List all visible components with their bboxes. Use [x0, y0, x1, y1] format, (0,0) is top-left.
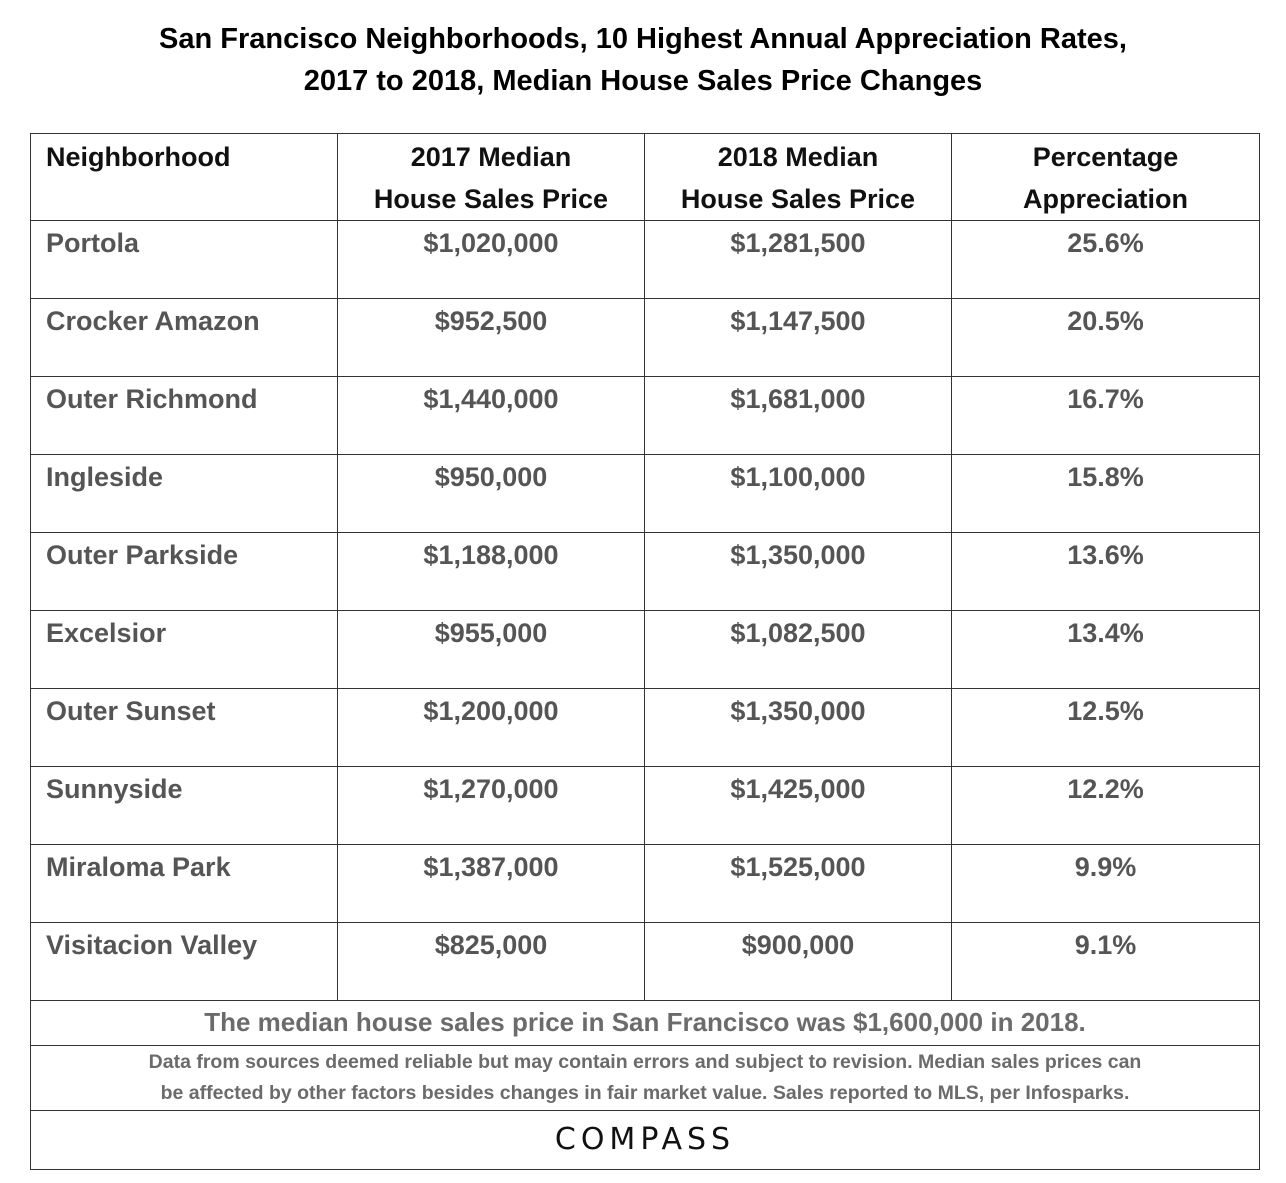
summary-text: The median house sales price in San Fran… — [30, 1000, 1260, 1046]
header-price-2017-line-2: House Sales Price — [373, 184, 609, 214]
compass-logo: COMPASS — [554, 1122, 736, 1157]
cell-price-2017: $1,188,000 — [337, 532, 645, 611]
cell-neighborhood: Excelsior — [30, 610, 338, 689]
cell-appreciation: 20.5% — [951, 298, 1260, 377]
table-row: Excelsior $955,000 $1,082,500 13.4% — [30, 610, 1260, 689]
cell-neighborhood: Miraloma Park — [30, 844, 338, 923]
cell-appreciation: 13.4% — [951, 610, 1260, 689]
header-price-2017: 2017 Median House Sales Price — [337, 133, 645, 221]
cell-price-2017: $950,000 — [337, 454, 645, 533]
cell-appreciation: 9.1% — [951, 922, 1260, 1001]
cell-appreciation: 25.6% — [951, 220, 1260, 299]
cell-neighborhood: Crocker Amazon — [30, 298, 338, 377]
table-row: Crocker Amazon $952,500 $1,147,500 20.5% — [30, 298, 1260, 377]
table-row: Outer Sunset $1,200,000 $1,350,000 12.5% — [30, 688, 1260, 767]
appreciation-table: Neighborhood 2017 Median House Sales Pri… — [30, 133, 1260, 1170]
table-row: Ingleside $950,000 $1,100,000 15.8% — [30, 454, 1260, 533]
cell-price-2017: $1,200,000 — [337, 688, 645, 767]
cell-appreciation: 13.6% — [951, 532, 1260, 611]
cell-price-2018: $1,281,500 — [644, 220, 952, 299]
header-price-2018-line-2: House Sales Price — [680, 184, 916, 214]
cell-neighborhood: Visitacion Valley — [30, 922, 338, 1001]
cell-price-2017: $952,500 — [337, 298, 645, 377]
page-title: San Francisco Neighborhoods, 10 Highest … — [0, 18, 1286, 102]
cell-neighborhood: Ingleside — [30, 454, 338, 533]
header-appreciation: Percentage Appreciation — [951, 133, 1260, 221]
cell-price-2018: $1,525,000 — [644, 844, 952, 923]
cell-price-2018: $1,681,000 — [644, 376, 952, 455]
table-row: Outer Richmond $1,440,000 $1,681,000 16.… — [30, 376, 1260, 455]
cell-neighborhood: Sunnyside — [30, 766, 338, 845]
cell-price-2018: $1,350,000 — [644, 688, 952, 767]
disclaimer-line-1: Data from sources deemed reliable but ma… — [148, 1051, 1142, 1073]
cell-appreciation: 12.2% — [951, 766, 1260, 845]
table-header-row: Neighborhood 2017 Median House Sales Pri… — [30, 133, 1260, 221]
cell-neighborhood: Outer Richmond — [30, 376, 338, 455]
cell-price-2018: $1,425,000 — [644, 766, 952, 845]
table-row: Miraloma Park $1,387,000 $1,525,000 9.9% — [30, 844, 1260, 923]
cell-price-2017: $955,000 — [337, 610, 645, 689]
header-price-2018: 2018 Median House Sales Price — [644, 133, 952, 221]
logo-row: COMPASS — [30, 1110, 1260, 1170]
title-line-2: 2017 to 2018, Median House Sales Price C… — [303, 65, 983, 97]
header-neighborhood-label: Neighborhood — [46, 142, 231, 172]
header-price-2018-line-1: 2018 Median — [717, 142, 879, 172]
cell-price-2017: $1,440,000 — [337, 376, 645, 455]
cell-price-2018: $900,000 — [644, 922, 952, 1001]
header-neighborhood: Neighborhood — [30, 133, 338, 221]
cell-price-2017: $1,270,000 — [337, 766, 645, 845]
disclaimer-row: Data from sources deemed reliable but ma… — [30, 1045, 1260, 1111]
cell-appreciation: 9.9% — [951, 844, 1260, 923]
cell-appreciation: 15.8% — [951, 454, 1260, 533]
cell-price-2018: $1,082,500 — [644, 610, 952, 689]
cell-neighborhood: Outer Sunset — [30, 688, 338, 767]
table-row: Visitacion Valley $825,000 $900,000 9.1% — [30, 922, 1260, 1001]
cell-neighborhood: Outer Parkside — [30, 532, 338, 611]
cell-price-2017: $1,387,000 — [337, 844, 645, 923]
cell-neighborhood: Portola — [30, 220, 338, 299]
header-price-2017-line-1: 2017 Median — [410, 142, 572, 172]
cell-price-2018: $1,350,000 — [644, 532, 952, 611]
disclaimer-line-2: be affected by other factors besides cha… — [160, 1082, 1130, 1104]
table-row: Sunnyside $1,270,000 $1,425,000 12.2% — [30, 766, 1260, 845]
header-appreciation-line-2: Appreciation — [1022, 184, 1189, 214]
cell-appreciation: 16.7% — [951, 376, 1260, 455]
cell-price-2018: $1,100,000 — [644, 454, 952, 533]
cell-appreciation: 12.5% — [951, 688, 1260, 767]
cell-price-2017: $1,020,000 — [337, 220, 645, 299]
cell-price-2017: $825,000 — [337, 922, 645, 1001]
summary-row: The median house sales price in San Fran… — [30, 1000, 1260, 1046]
table-row: Portola $1,020,000 $1,281,500 25.6% — [30, 220, 1260, 299]
table-row: Outer Parkside $1,188,000 $1,350,000 13.… — [30, 532, 1260, 611]
logo-cell: COMPASS — [30, 1110, 1260, 1170]
disclaimer: Data from sources deemed reliable but ma… — [30, 1045, 1260, 1111]
header-appreciation-line-1: Percentage — [1032, 142, 1179, 172]
title-line-1: San Francisco Neighborhoods, 10 Highest … — [159, 23, 1127, 55]
cell-price-2018: $1,147,500 — [644, 298, 952, 377]
